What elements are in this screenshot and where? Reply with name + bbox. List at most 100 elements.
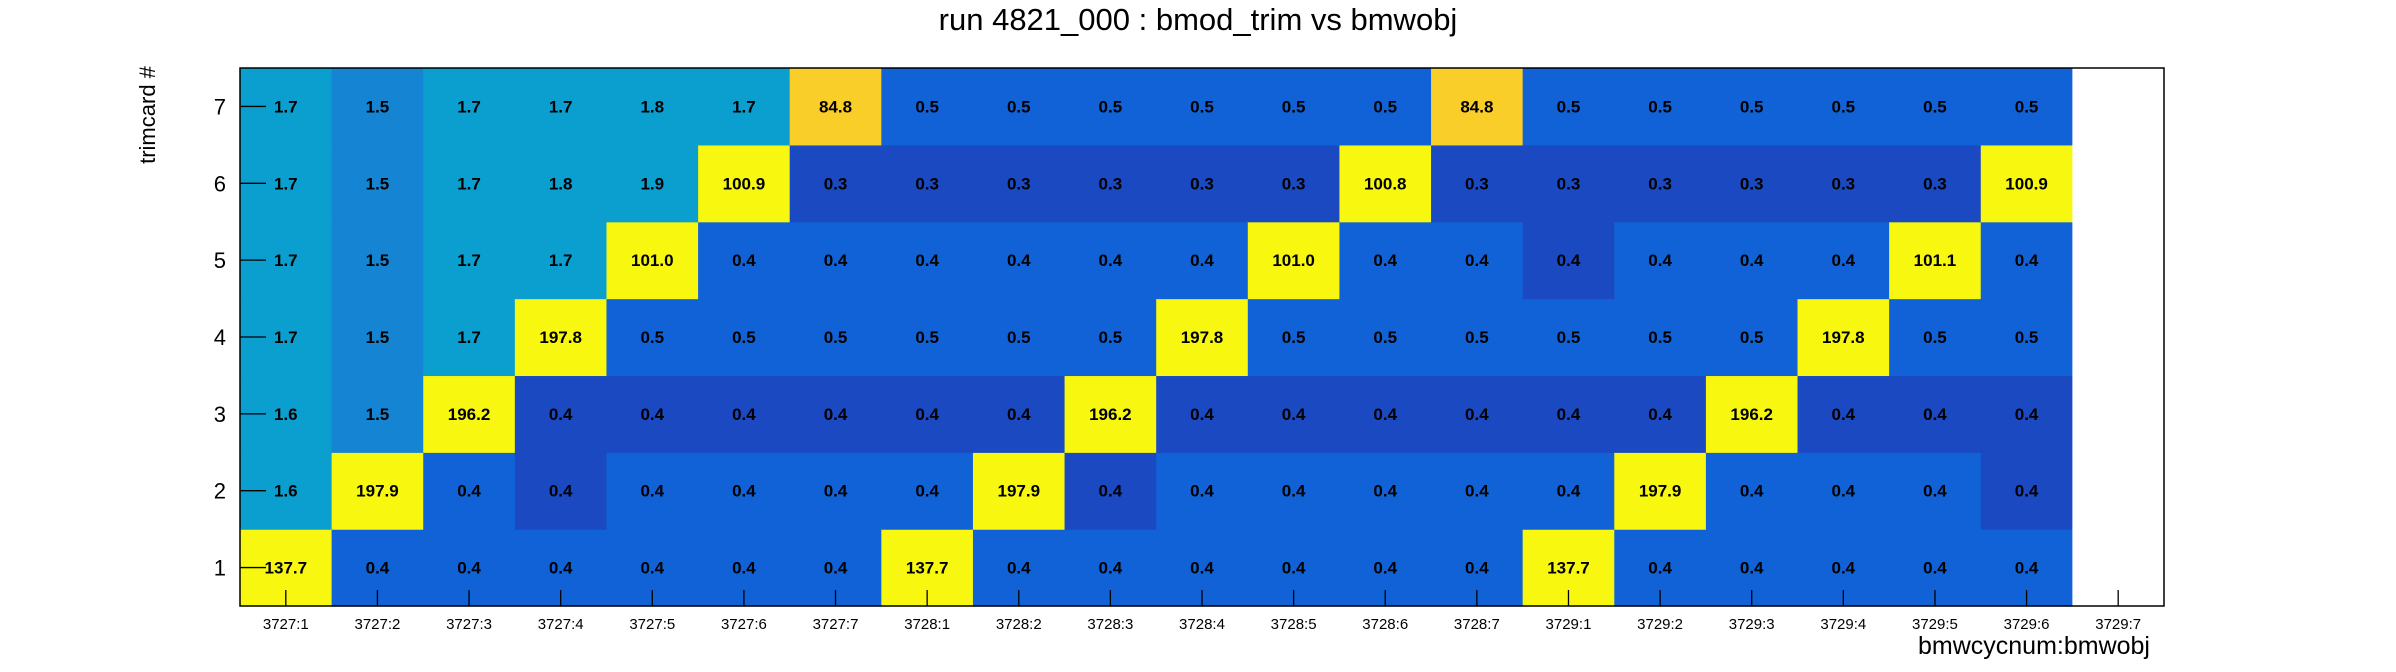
heatmap-cell (606, 144, 699, 223)
heatmap-cell (1705, 144, 1799, 223)
cell-value-label: 197.8 (1181, 328, 1224, 347)
heatmap-cell (1705, 375, 1799, 453)
cell-value-label: 0.4 (1190, 405, 1214, 424)
heatmap-cell (1614, 298, 1707, 377)
heatmap-cell (331, 221, 424, 300)
heatmap-cell (881, 452, 974, 530)
heatmap-cell (423, 144, 516, 223)
cell-value-labels: 137.7 1.6 1.6 1.7 1.7 1.7 1.7 0.4 197.9 1.5 1.5 1.5… (265, 97, 2048, 577)
cell-value-label: 1.5 (366, 174, 390, 193)
cell-value-label: 197.8 (1822, 328, 1865, 347)
cell-value-label: 1.7 (274, 328, 298, 347)
cell-value-label: 196.2 (1730, 405, 1773, 424)
cell-value-label: 0.5 (1740, 97, 1764, 116)
x-tick-label: 3727:5 (629, 616, 675, 633)
cell-value-label: 1.6 (274, 482, 298, 501)
heatmap-cell (1156, 221, 1249, 300)
cell-value-label: 1.6 (274, 405, 298, 424)
cell-value-label: 0.3 (1282, 174, 1306, 193)
heatmap-cell (1064, 452, 1157, 530)
heatmap-cell (1064, 298, 1157, 377)
heatmap-cell (1339, 68, 1432, 146)
x-tick-label: 3729:3 (1729, 616, 1775, 633)
cell-value-label: 0.5 (1740, 328, 1764, 347)
heatmap-cell (972, 298, 1066, 377)
heatmap-cell (1522, 452, 1615, 530)
cell-value-label: 0.3 (1099, 174, 1123, 193)
heatmap-cell (789, 375, 882, 453)
heatmap-cell (423, 375, 516, 453)
heatmap-cell (1614, 68, 1707, 146)
cell-value-label: 0.4 (640, 559, 664, 578)
cell-value-label: 1.5 (366, 405, 390, 424)
cell-value-label: 0.4 (1923, 405, 1947, 424)
heatmap-cell (606, 221, 699, 300)
heatmap-cell (789, 68, 882, 146)
heatmap-cell (1064, 144, 1157, 223)
heatmap-cell (1797, 375, 1890, 453)
x-tick-label: 3728:5 (1271, 616, 1317, 633)
heatmap-cell (1431, 144, 1524, 223)
heatmap-cell (2072, 298, 2165, 377)
cell-value-label: 0.4 (1373, 251, 1397, 270)
cell-value-label: 0.4 (1557, 405, 1581, 424)
heatmap-cell (1705, 221, 1799, 300)
x-tick-label: 3729:6 (2004, 616, 2050, 633)
heatmap-cell (1889, 68, 1982, 146)
cell-value-label: 0.4 (1465, 482, 1489, 501)
x-tick-label: 3729:4 (1820, 616, 1866, 633)
cell-value-label: 0.5 (2015, 328, 2039, 347)
heatmap-cell (972, 452, 1066, 530)
heatmap-cell (606, 298, 699, 377)
cell-value-label: 0.3 (1648, 174, 1672, 193)
cell-value-label: 0.4 (732, 482, 756, 501)
heatmap-cell (1797, 452, 1890, 530)
heatmap-cell (1064, 221, 1157, 300)
heatmap-cell (1522, 375, 1615, 453)
heatmap-cell (514, 221, 608, 300)
cell-value-label: 0.4 (915, 405, 939, 424)
cell-value-label: 0.5 (640, 328, 664, 347)
heatmap-cell (1980, 68, 2073, 146)
cell-value-label: 0.4 (549, 559, 573, 578)
heatmap-cell (698, 452, 791, 530)
cell-value-label: 0.5 (1099, 97, 1123, 116)
heatmap-cell (1797, 144, 1890, 223)
heatmap-cell (1247, 375, 1341, 453)
heatmap-cell (698, 144, 791, 223)
cell-value-label: 1.8 (640, 97, 664, 116)
heatmap-cell (1064, 68, 1157, 146)
heatmap-cell (514, 452, 608, 530)
y-tick-label: 5 (214, 248, 226, 273)
cell-value-label: 197.9 (356, 482, 399, 501)
cell-value-label: 0.4 (1282, 559, 1306, 578)
y-axis-label: trimcard # (135, 66, 160, 164)
cell-value-label: 0.5 (915, 97, 939, 116)
heatmap-cell (1156, 452, 1249, 530)
cell-value-label: 1.7 (732, 97, 756, 116)
x-tick-label: 3728:3 (1087, 616, 1133, 633)
heatmap-cell (1339, 144, 1432, 223)
cell-value-label: 0.4 (549, 405, 573, 424)
cell-value-label: 0.5 (1007, 328, 1031, 347)
heatmap-cell (1247, 298, 1341, 377)
cell-value-label: 0.4 (824, 482, 848, 501)
cell-value-label: 0.3 (1465, 174, 1489, 193)
heatmap-cell (2072, 221, 2165, 300)
heatmap-cell (331, 68, 424, 146)
cell-value-label: 0.4 (1648, 405, 1672, 424)
heatmap-cell (1522, 68, 1615, 146)
cell-value-label: 101.1 (1914, 251, 1957, 270)
cell-value-label: 101.0 (1272, 251, 1315, 270)
heatmap-cell (1980, 298, 2073, 377)
x-tick-label: 3728:6 (1362, 616, 1408, 633)
x-tick-label: 3727:3 (446, 616, 492, 633)
heatmap-cell (1980, 452, 2073, 530)
cell-value-label: 0.5 (824, 328, 848, 347)
heatmap-cell (881, 375, 974, 453)
x-tick-label: 3727:2 (354, 616, 400, 633)
cell-value-label: 0.3 (915, 174, 939, 193)
cell-value-label: 137.7 (265, 559, 308, 578)
cell-value-label: 0.4 (1648, 559, 1672, 578)
heatmap-cell (1339, 298, 1432, 377)
